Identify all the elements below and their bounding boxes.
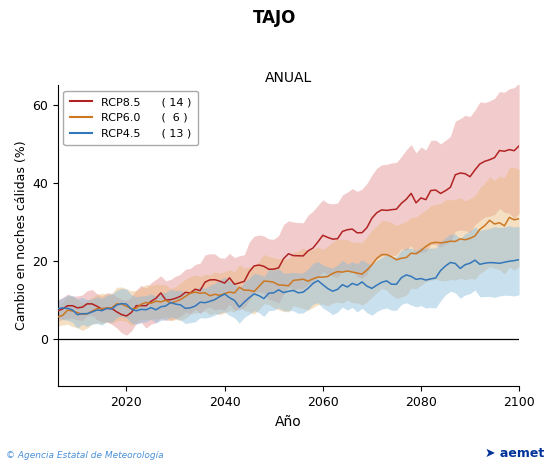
X-axis label: Año: Año [275,414,302,429]
Text: ➤ aemet: ➤ aemet [485,447,544,460]
Title: ANUAL: ANUAL [265,71,312,85]
Text: © Agencia Estatal de Meteorología: © Agencia Estatal de Meteorología [6,451,163,460]
Y-axis label: Cambio en noches cálidas (%): Cambio en noches cálidas (%) [15,141,28,330]
Legend: RCP8.5      ( 14 ), RCP6.0      (  6 ), RCP4.5      ( 13 ): RCP8.5 ( 14 ), RCP6.0 ( 6 ), RCP4.5 ( 13… [63,91,198,145]
Text: TAJO: TAJO [254,9,296,27]
